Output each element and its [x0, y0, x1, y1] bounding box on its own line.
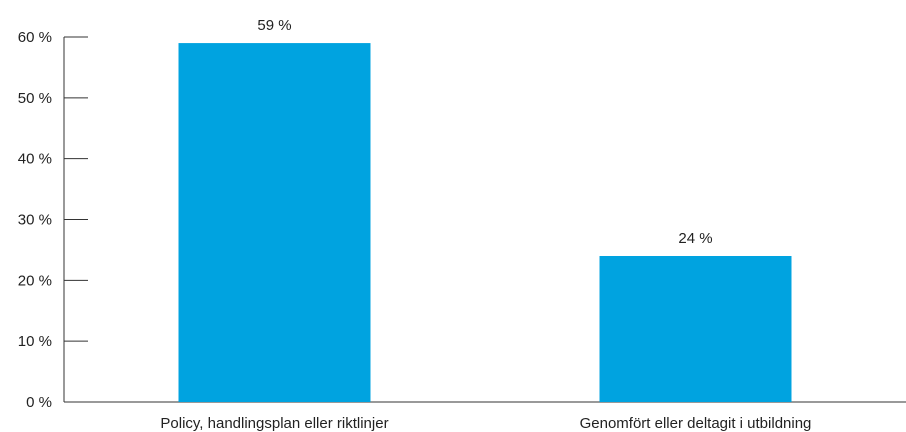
y-tick-label: 10 % [18, 333, 52, 350]
category-labels: Policy, handlingsplan eller riktlinjer Ge… [160, 415, 811, 432]
bar [599, 256, 792, 402]
x-category-label: Policy, handlingsplan eller riktlinjer [160, 415, 388, 432]
y-tick-label: 40 % [18, 151, 52, 168]
y-tick-label: 0 % [26, 394, 52, 411]
y-tick-label: 60 % [18, 29, 52, 46]
bars [178, 43, 792, 402]
bar [178, 43, 371, 402]
y-tick-label: 30 % [18, 212, 52, 229]
y-tick-label: 50 % [18, 90, 52, 107]
y-axis: 0 % 10 % 20 % 30 % 40 % 50 % 60 % [18, 29, 88, 411]
bar-value-label: 24 % [678, 230, 712, 247]
x-category-label: Genomfört eller deltagit i utbildning [580, 415, 812, 432]
data-labels: 59 % 24 % [257, 17, 712, 247]
bar-value-label: 59 % [257, 17, 291, 34]
y-tick-label: 20 % [18, 272, 52, 289]
